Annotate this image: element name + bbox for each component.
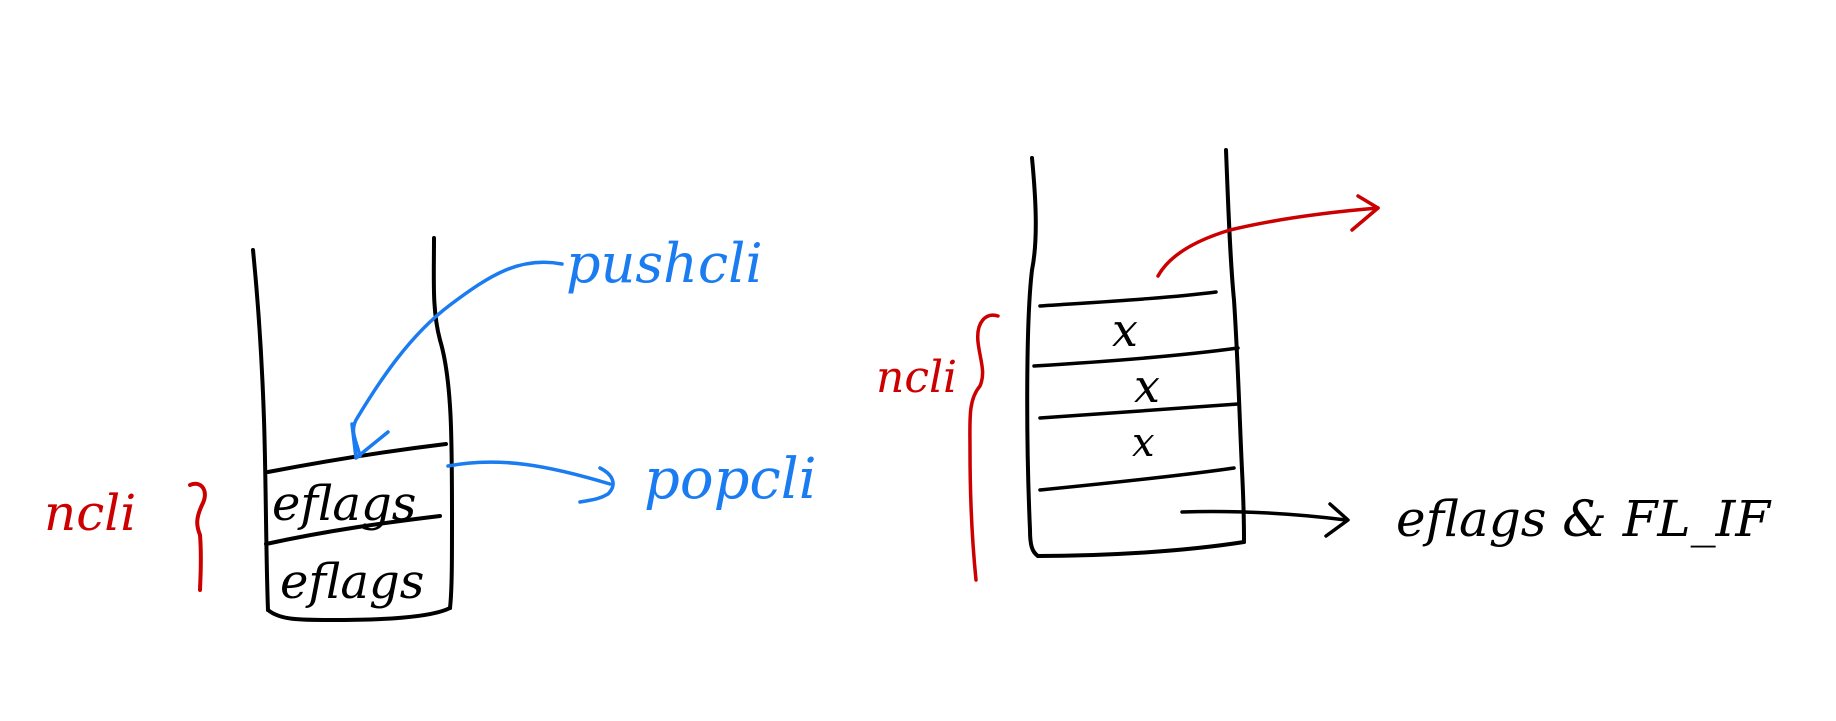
right-stack-left-wall [1025, 156, 1040, 558]
left-stack-left-wall [251, 248, 270, 612]
pushcli-annotation: pushcli [350, 232, 763, 460]
left-brace [188, 481, 207, 592]
left-stack-bottom [266, 606, 452, 622]
right-stack-bottom [1036, 540, 1246, 558]
pop-out-arrow-head [1350, 194, 1380, 232]
left-stack-slot-2: eflags [280, 554, 424, 610]
popcli-annotation: popcli [446, 447, 817, 512]
pop-out-arrow-curve [1156, 206, 1380, 278]
output-label: eflags & FL_IF [1396, 490, 1772, 548]
right-stack-slot-3: x [1132, 420, 1155, 466]
output-annotation: eflags & FL_IF [1180, 490, 1772, 548]
popcli-arrow-curve [446, 460, 612, 486]
pushcli-label: pushcli [566, 232, 763, 295]
pushcli-arrow-head [350, 422, 390, 460]
popcli-arrow-head [578, 466, 615, 504]
right-stack-slot-2: x [1134, 359, 1160, 413]
left-stack-slot-divider-top [266, 442, 448, 474]
right-stack-slot-divider-4 [1038, 466, 1236, 492]
output-arrow-line [1180, 509, 1348, 522]
left-stack-right-wall [431, 236, 454, 610]
right-ncli-annotation: ncli [876, 313, 1000, 582]
right-stack-right-wall [1224, 148, 1246, 542]
right-stack-slot-divider-1 [1038, 290, 1218, 308]
left-ncli-label: ncli [44, 484, 136, 542]
right-stack-slot-divider-3 [1038, 402, 1240, 420]
right-stack: x x x [1025, 148, 1246, 558]
left-ncli-annotation: ncli [44, 481, 207, 592]
pop-out-arrow [1156, 194, 1380, 278]
output-arrow-head [1324, 502, 1350, 538]
right-stack-slot-divider-2 [1032, 346, 1240, 368]
left-stack: eflags eflags [251, 236, 454, 622]
right-brace [968, 313, 1000, 582]
right-ncli-label: ncli [876, 352, 957, 403]
popcli-label: popcli [644, 447, 817, 512]
left-stack-slot-divider-middle [264, 514, 442, 546]
pushcli-arrow-curve [351, 260, 564, 458]
right-stack-slot-1: x [1112, 303, 1138, 357]
left-stack-slot-1: eflags [272, 476, 416, 532]
